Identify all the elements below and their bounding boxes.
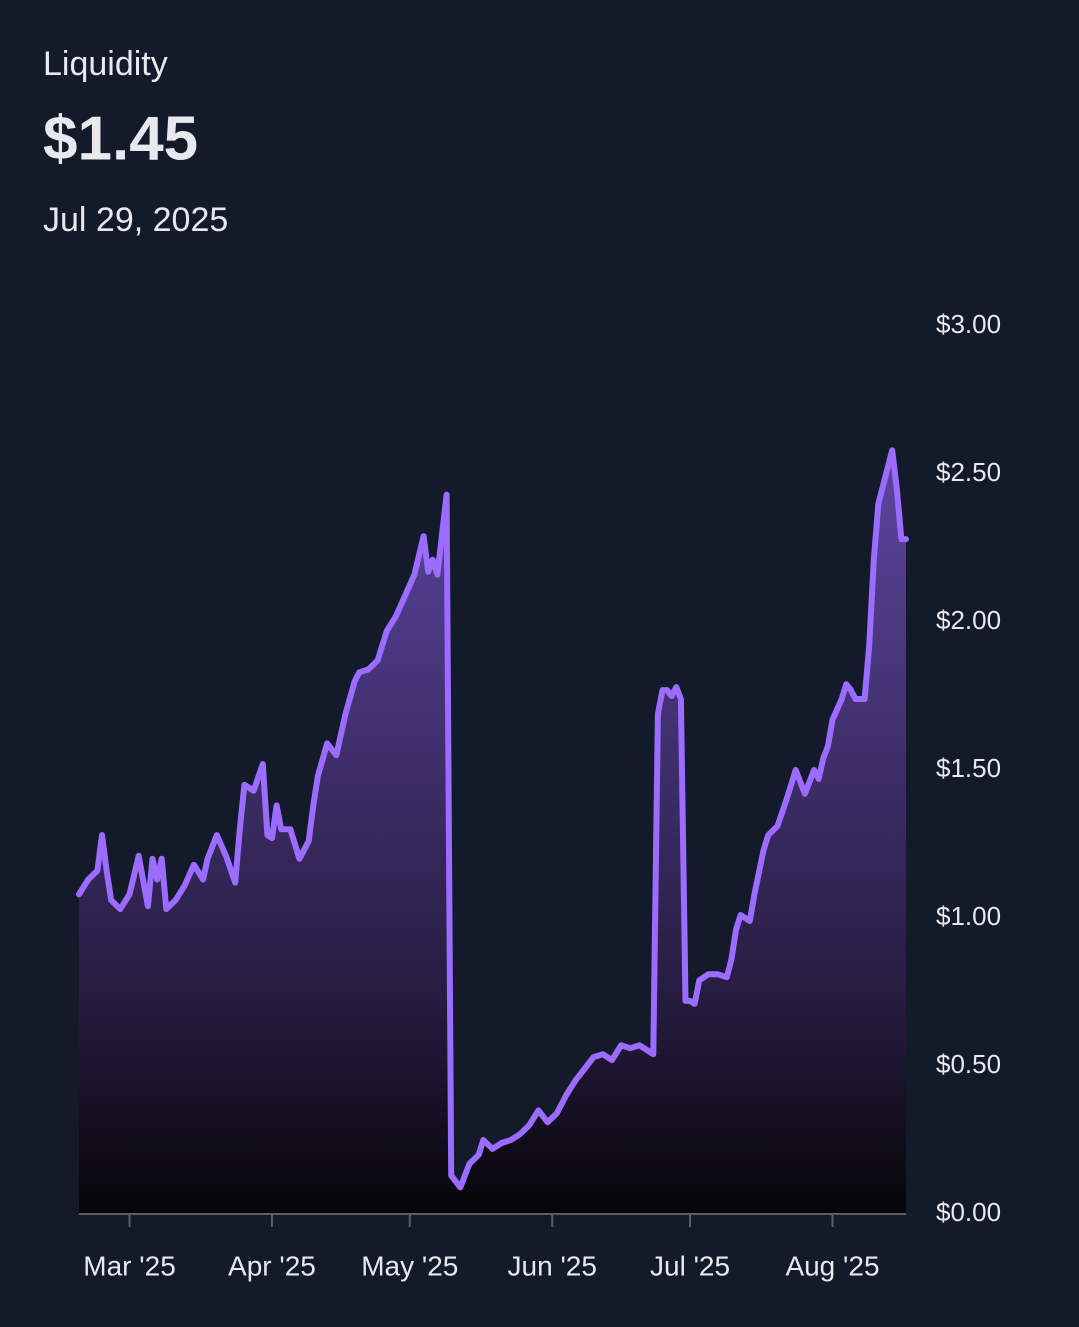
x-tick-label: Mar '25 <box>83 1250 176 1281</box>
date-label: Jul 29, 2025 <box>43 201 228 239</box>
y-tick-label: $0.00 <box>936 1197 1001 1227</box>
y-tick-label: $2.50 <box>936 457 1001 487</box>
x-tick-label: Aug '25 <box>785 1250 879 1281</box>
chart-title: Liquidity <box>43 45 168 83</box>
x-tick-label: Apr '25 <box>228 1250 316 1281</box>
x-tick-label: Jun '25 <box>508 1250 597 1281</box>
area-fill <box>79 450 906 1214</box>
y-tick-label: $3.00 <box>936 309 1001 339</box>
line <box>76 447 909 1191</box>
x-tick-label: Jul '25 <box>650 1250 730 1281</box>
y-tick-label: $1.00 <box>936 901 1001 931</box>
y-tick-label: $2.00 <box>936 605 1001 635</box>
x-tick-label: May '25 <box>361 1250 458 1281</box>
y-tick-label: $0.50 <box>936 1049 1001 1079</box>
y-tick-label: $1.50 <box>936 753 1001 783</box>
current-value: $1.45 <box>43 104 198 173</box>
